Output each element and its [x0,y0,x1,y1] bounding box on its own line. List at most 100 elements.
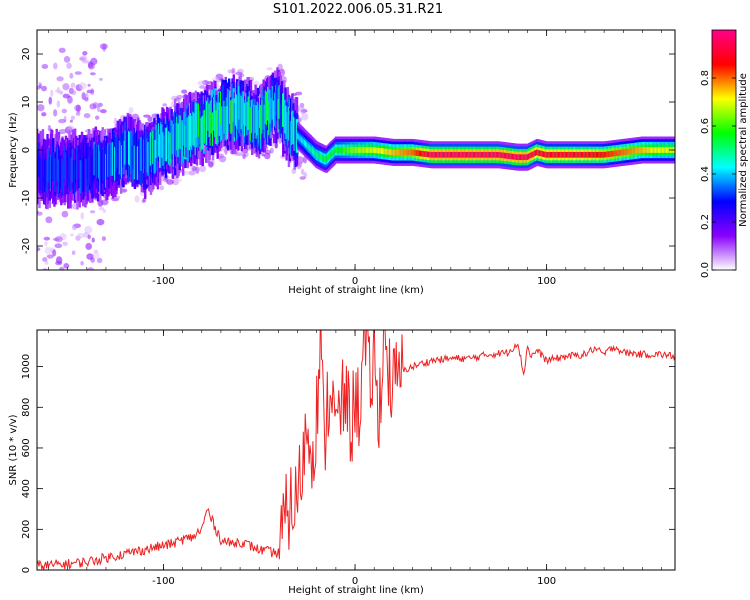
spectrogram-cell [44,246,52,255]
spectrogram-cell [54,89,63,93]
spectrogram-cell [38,81,42,85]
spectrogram-cell [37,104,45,112]
spectrogram-cell [166,179,174,185]
spectrogram-cell [151,113,159,119]
snr-plot-area [37,330,675,570]
spectrogram-cell [242,153,246,160]
spectrogram-cell [58,118,66,124]
spectrogram-y-tick-label: 0 [21,147,32,153]
colorbar-tick-label: 0.8 [700,70,711,86]
spectrogram-cell [199,165,207,173]
spectrogram-cell [300,168,305,175]
spectrogram-cell [298,117,302,123]
spectrogram-cell [46,254,54,259]
spectrogram-cell [54,243,63,249]
snr-y-tick-label: 0 [21,567,32,573]
snr-x-tick-label: 100 [537,576,556,587]
spectrogram-cell [56,100,61,108]
spectrogram-cell [94,115,100,120]
spectrogram-cell [142,197,147,203]
snr-frame [36,329,676,571]
spectrogram-cell [100,43,108,50]
colorbar: 0.0 0.2 0.4 0.6 0.8 Normalized spectral ampl… [700,29,749,278]
spectrogram-cell [62,83,70,91]
spectrogram-cell [56,76,64,82]
spectrogram-cell [86,253,94,260]
spectrogram-cell [266,67,273,71]
colorbar-tick-label: 0.0 [700,262,711,278]
spectrogram-y-tick-label: -10 [21,190,32,206]
spectrogram-cell [96,257,103,264]
snr-y-axis-label: SNR (10 * v/v) [8,414,19,485]
spectrogram-y-tick-label: 10 [21,96,32,109]
spectrogram-cell [303,155,307,164]
spectrogram-cell [113,117,118,126]
colorbar-label: Normalized spectral amplitude [738,73,749,227]
spectrogram-cell [93,249,99,254]
colorbar-tick-label: 0.2 [700,214,711,230]
spectrogram-cell [48,96,53,105]
spectrogram-cell [84,225,93,234]
spectrogram-cell [70,233,74,237]
spectrogram-cell [41,63,49,69]
spectrogram-cell [69,72,74,79]
snr-x-axis-label: Height of straight line (km) [288,585,424,596]
spectrogram-cell [297,156,302,165]
spectrogram-cell [87,62,95,70]
spectrogram-cell [116,195,121,199]
spectrogram-cell [195,166,200,174]
spectrogram-cell [211,77,220,81]
spectrogram-cell [95,275,103,280]
spectrogram-cell [52,249,57,257]
spectrogram-cell [67,282,73,288]
spectrogram-cell [235,152,244,157]
spectrogram-cell [83,113,91,119]
spectrogram-cell [58,47,66,53]
spectrogram-cell [300,107,306,115]
spectrogram-cell [162,103,168,107]
spectrogram-cell [188,170,196,176]
spectrogram-cell [96,218,105,226]
spectrogram-x-tick-label: 0 [352,276,358,287]
spectrogram-cell [231,67,236,75]
spectrogram-cell [42,257,48,262]
spectrogram-cell [89,210,96,214]
spectrogram-cell [70,115,75,120]
spectrogram-cell [61,210,69,218]
spectrogram-cell [299,102,305,108]
spectrogram-cell [58,128,67,135]
spectrogram-cell [261,153,265,157]
spectrogram-cell [181,89,188,94]
snr-x-tick-label: 0 [352,576,358,587]
spectrogram-cell [97,105,101,113]
spectrogram-cell [147,116,153,122]
colorbar-tick-label: 0.6 [700,118,711,134]
spectrogram-cell [75,111,81,116]
spectrogram-cell [61,108,68,114]
spectrogram-cells [37,43,675,288]
spectrogram-cell [55,261,63,266]
spectrogram-y-axis-label: Frequency (Hz) [8,112,19,188]
spectrogram-cell [218,155,227,163]
spectrogram-y-tick-label: -20 [21,238,32,254]
spectrogram-cell [77,232,84,239]
colorbar-strip [711,29,737,271]
spectrogram-cell [71,224,78,231]
spectrogram-cell [91,237,95,243]
spectrogram-cell [176,94,183,100]
snr-series-line [37,330,675,570]
spectrogram-cell [299,176,306,180]
spectrogram-cell [101,236,106,241]
spectrogram-cell [139,191,146,196]
spectrogram-cell [277,63,283,71]
spectrogram-cell [52,237,60,241]
spectrogram-cell [92,251,100,259]
colorbar-tick-label: 0.4 [700,166,711,182]
spectrogram-cell [66,62,72,69]
spectrogram-cell [89,72,96,76]
spectrogram-cell [71,90,77,96]
